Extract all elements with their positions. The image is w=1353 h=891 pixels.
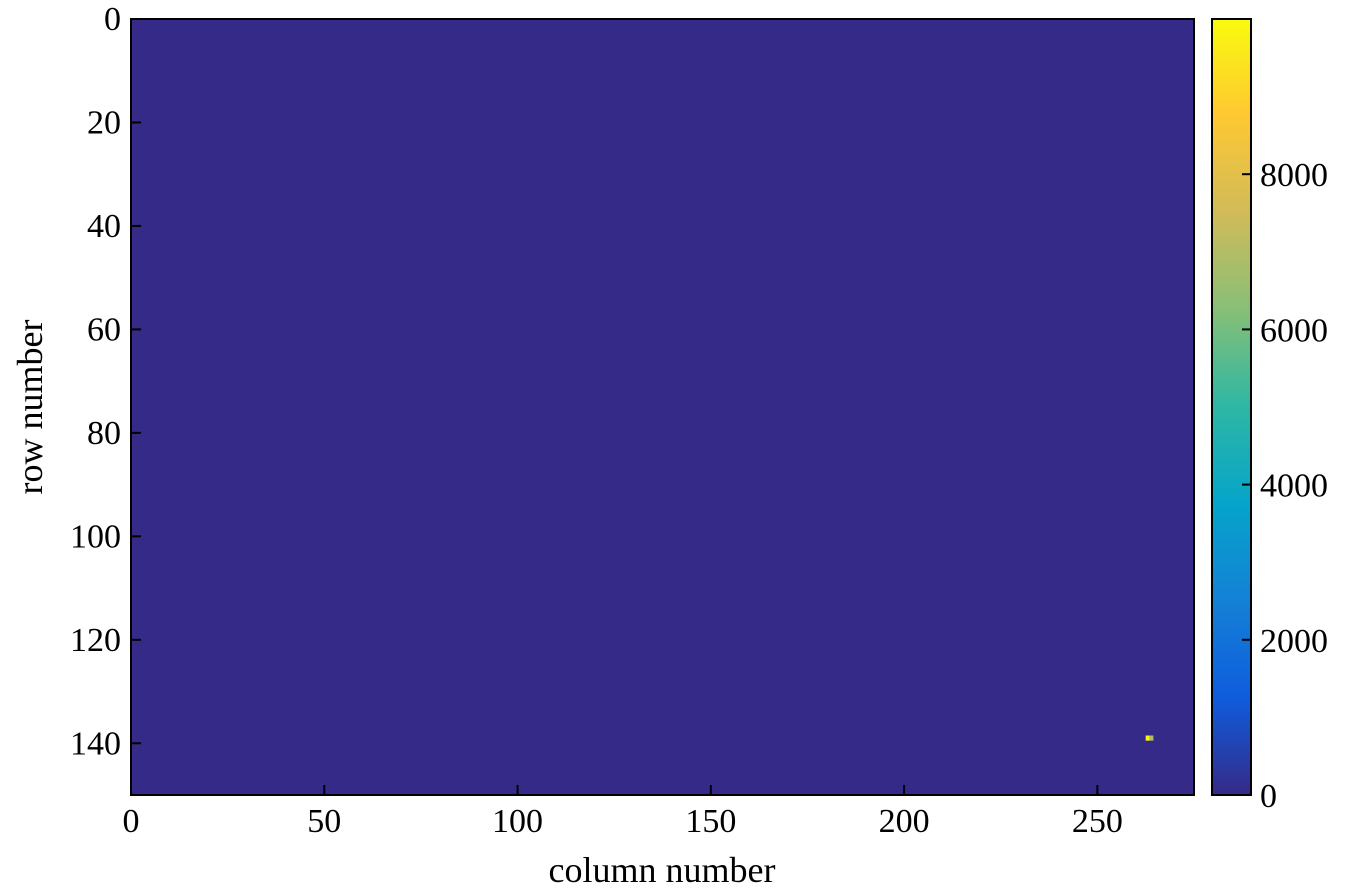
x-tick-label: 250 bbox=[1072, 803, 1123, 840]
x-tick-label: 0 bbox=[123, 803, 140, 840]
colorbar-frame bbox=[1211, 18, 1252, 796]
colorbar-tick-label: 6000 bbox=[1260, 312, 1328, 349]
y-tick-label: 60 bbox=[87, 311, 121, 348]
y-tick-label: 0 bbox=[104, 1, 121, 38]
heatmap-image bbox=[131, 19, 1194, 795]
colorbar-tick-label: 0 bbox=[1260, 778, 1277, 815]
x-tick-label: 150 bbox=[685, 803, 736, 840]
y-tick-label: 100 bbox=[70, 518, 121, 555]
x-axis-label: column number bbox=[549, 850, 776, 890]
y-tick-label: 120 bbox=[70, 622, 121, 659]
plot-area: 0 50 100 150 200 250 0 20 40 60 80 100 120 140 bbox=[70, 1, 1195, 840]
y-axis-label: row number bbox=[10, 320, 50, 495]
plot-frame bbox=[130, 18, 1195, 796]
y-tick-label: 40 bbox=[87, 208, 121, 245]
x-tick-label: 100 bbox=[492, 803, 543, 840]
colorbar-tick-label: 4000 bbox=[1260, 468, 1328, 505]
x-tick-label: 200 bbox=[879, 803, 930, 840]
x-tick-label: 50 bbox=[307, 803, 341, 840]
colorbar-tick-label: 2000 bbox=[1260, 623, 1328, 660]
bright-pixel bbox=[1149, 735, 1154, 741]
y-tick-label: 20 bbox=[87, 104, 121, 141]
y-tick-label: 140 bbox=[70, 725, 121, 762]
colorbar: 0 2000 4000 6000 8000 bbox=[1211, 18, 1328, 815]
colorbar-tick-label: 8000 bbox=[1260, 157, 1328, 194]
colorbar-gradient bbox=[1212, 19, 1251, 795]
bright-pixel bbox=[1145, 735, 1150, 741]
y-tick-label: 80 bbox=[87, 415, 121, 452]
